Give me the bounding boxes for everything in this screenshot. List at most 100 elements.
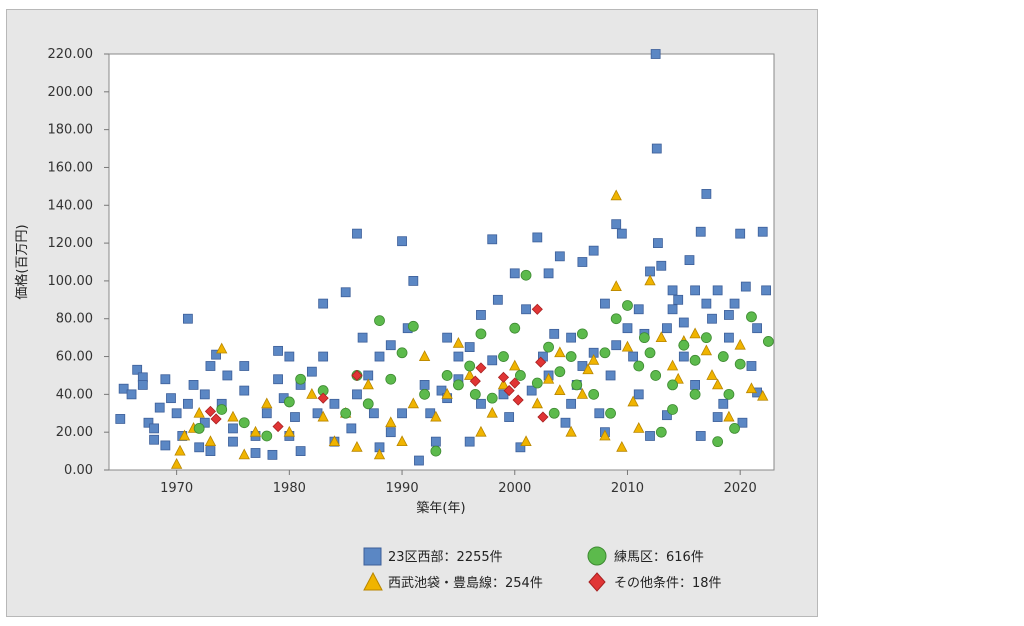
data-point-triangle — [599, 429, 611, 441]
data-point-diamond — [535, 356, 547, 368]
data-point-square — [476, 310, 486, 320]
data-point-circle — [712, 436, 724, 448]
data-point-triangle — [554, 346, 566, 358]
data-point-square — [143, 417, 154, 428]
data-point-triangle — [520, 435, 532, 447]
data-point-triangle — [174, 444, 186, 456]
data-point-square — [616, 228, 627, 239]
data-point-triangle — [452, 336, 465, 348]
data-point-square — [673, 294, 684, 305]
x-tick-label: 1970 — [160, 481, 193, 496]
data-point-square — [594, 408, 605, 419]
data-point-square — [566, 398, 577, 409]
data-point-circle — [650, 370, 662, 381]
x-tick-label: 1990 — [386, 481, 419, 496]
data-point-square — [149, 423, 159, 434]
data-point-circle — [667, 404, 678, 415]
data-point-square — [188, 380, 199, 390]
data-point-triangle — [475, 425, 487, 437]
data-point-square — [476, 398, 486, 409]
data-point-square — [651, 143, 662, 154]
data-point-triangle — [509, 359, 521, 371]
data-point-triangle — [328, 435, 341, 447]
data-point-square — [464, 436, 475, 447]
data-point-square — [707, 313, 717, 324]
data-point-square — [464, 342, 475, 352]
data-point-diamond — [204, 405, 217, 417]
data-point-square — [588, 245, 599, 256]
data-point-triangle — [283, 425, 296, 437]
data-point-triangle — [616, 440, 628, 452]
data-point-square — [761, 285, 772, 296]
data-point-triangle — [396, 435, 408, 447]
data-point-triangle — [204, 435, 217, 447]
data-point-square — [329, 398, 340, 409]
y-tick-label: 160.00 — [48, 160, 94, 175]
y-tick-label: 220.00 — [48, 47, 94, 62]
data-point-diamond — [509, 377, 521, 389]
data-point-square — [414, 455, 424, 466]
data-point-circle — [605, 407, 616, 419]
data-point-square — [487, 234, 498, 245]
data-point-triangle — [734, 338, 746, 350]
data-point-triangle — [362, 378, 374, 390]
data-point-circle — [700, 332, 712, 344]
data-point-diamond — [531, 303, 543, 315]
x-axis: 1970 1980 1990 2000 2010 2020 — [160, 470, 757, 496]
data-point-square — [667, 285, 678, 296]
data-point-triangle — [689, 327, 701, 339]
data-point-square — [712, 285, 723, 296]
data-point-square — [577, 257, 588, 267]
data-point-circle — [441, 370, 453, 381]
data-point-triangle — [706, 369, 718, 380]
legend-item-other: その他条件：18件 — [588, 572, 722, 592]
data-point-square — [701, 189, 712, 199]
data-point-square — [205, 446, 216, 456]
data-point-square — [656, 260, 667, 271]
data-point-square — [622, 323, 633, 334]
data-point-square — [385, 340, 396, 351]
data-point-square — [228, 423, 238, 434]
data-point-square — [600, 298, 610, 309]
data-point-diamond — [351, 369, 363, 382]
data-point-square — [442, 332, 453, 343]
data-point-square — [306, 366, 317, 377]
legend-item-nerima: 練馬区：616件 — [587, 546, 704, 566]
legend-circle-marker — [587, 546, 607, 566]
legend-triangle-marker — [363, 571, 383, 591]
data-point-triangle — [418, 350, 431, 361]
data-point-diamond — [503, 385, 515, 397]
data-point-diamond — [475, 362, 487, 374]
data-point-circle — [407, 320, 419, 332]
y-tick-label: 20.00 — [56, 425, 93, 440]
data-point-square — [521, 304, 531, 315]
data-point-square — [740, 281, 751, 292]
data-point-square — [633, 389, 644, 400]
data-point-circle — [531, 377, 543, 389]
data-point-square — [374, 351, 385, 362]
data-point-triangle — [531, 397, 543, 409]
data-point-square — [690, 380, 701, 390]
data-point-square — [273, 345, 283, 356]
data-point-square — [549, 328, 560, 339]
data-point-circle — [548, 407, 560, 419]
y-tick-label: 100.00 — [48, 274, 94, 289]
data-point-circle — [543, 341, 554, 353]
data-point-square — [554, 251, 565, 262]
data-point-square — [346, 423, 357, 434]
data-point-triangle — [542, 372, 555, 384]
data-point-square — [757, 226, 768, 237]
data-point-square — [504, 412, 515, 422]
data-point-square — [340, 287, 351, 298]
data-point-circle — [689, 354, 701, 366]
y-tick-label: 120.00 — [48, 236, 94, 251]
data-point-circle — [340, 407, 352, 419]
legend-label-seibu-ikebukuro: 西武池袋・豊島線：254件 — [388, 575, 543, 591]
data-point-triangle — [576, 388, 589, 399]
data-point-triangle — [306, 388, 318, 399]
legend-square-marker — [363, 547, 382, 566]
data-point-square — [430, 436, 441, 447]
data-point-square — [284, 351, 295, 362]
data-point-circle — [734, 358, 746, 370]
